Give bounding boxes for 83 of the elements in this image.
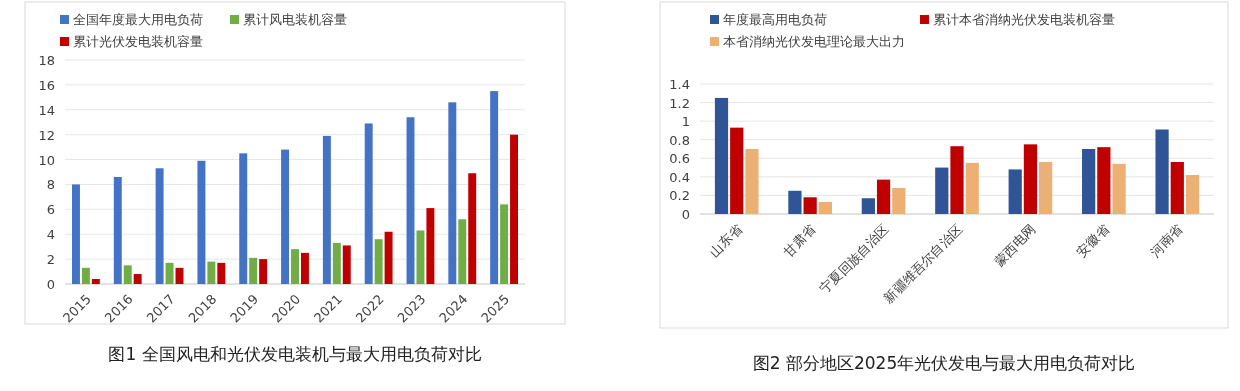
bar xyxy=(207,261,216,284)
bar xyxy=(416,230,425,284)
bar xyxy=(300,252,309,284)
bar xyxy=(364,123,373,284)
bar xyxy=(500,204,509,284)
bar xyxy=(281,149,290,284)
y-tick-label: 0 xyxy=(681,207,690,222)
y-tick-label: 8 xyxy=(46,177,55,193)
y-tick-label: 6 xyxy=(46,202,55,218)
y-tick-label: 10 xyxy=(38,152,55,168)
x-tick-label: 安徽省 xyxy=(1073,221,1112,260)
bar xyxy=(384,231,393,284)
bar xyxy=(818,201,832,214)
y-tick-label: 1.2 xyxy=(669,95,690,111)
legend-label: 累计光伏发电装机容量 xyxy=(73,34,203,49)
bar xyxy=(374,239,383,284)
bar xyxy=(745,149,759,214)
x-tick-label: 河南省 xyxy=(1147,221,1186,260)
bar xyxy=(1023,144,1038,214)
y-tick-label: 2 xyxy=(46,252,55,268)
bar xyxy=(1170,162,1184,214)
bar xyxy=(935,167,949,214)
y-tick-label: 0.4 xyxy=(669,169,690,185)
x-tick-label: 山东省 xyxy=(706,221,745,260)
bar xyxy=(876,179,891,214)
bar xyxy=(123,265,132,284)
bar xyxy=(730,127,744,214)
bar xyxy=(1112,163,1126,214)
bar xyxy=(803,197,817,214)
bar xyxy=(322,135,331,284)
x-tick-label: 甘肃省 xyxy=(780,221,819,260)
text: 图1 全国风电和光伏发电装机与最大用电负荷对比 xyxy=(108,344,482,364)
bar xyxy=(165,262,174,284)
y-tick-label: 0.6 xyxy=(669,151,690,167)
bar xyxy=(342,245,351,284)
y-tick-label: 16 xyxy=(38,77,55,93)
y-tick-label: 4 xyxy=(46,227,55,243)
bar xyxy=(197,160,206,284)
bar xyxy=(892,188,906,214)
y-tick-label: 0.2 xyxy=(669,188,690,204)
bar xyxy=(510,134,519,284)
y-tick-label: 14 xyxy=(38,102,55,118)
bar xyxy=(113,176,122,284)
y-tick-label: 0 xyxy=(46,277,55,292)
bar xyxy=(1008,169,1022,214)
bar xyxy=(1185,175,1200,214)
bar xyxy=(249,257,258,284)
bar xyxy=(468,173,477,284)
bar xyxy=(239,153,248,284)
bar xyxy=(71,184,80,284)
bar xyxy=(259,259,268,284)
legend-label: 本省消纳光伏发电理论最大出力 xyxy=(723,34,905,49)
bar xyxy=(91,279,100,284)
bar xyxy=(217,262,226,284)
legend-label: 年度最高用电负荷 xyxy=(723,12,827,27)
bar xyxy=(714,97,729,214)
y-tick-label: 18 xyxy=(38,53,55,68)
legend-label: 全国年度最大用电负荷 xyxy=(73,12,203,27)
bar xyxy=(448,102,457,284)
x-tick-label: 蒙西电网 xyxy=(991,221,1039,269)
bar xyxy=(861,198,875,214)
bar xyxy=(788,190,802,214)
y-tick-label: 1 xyxy=(681,114,690,130)
bar xyxy=(155,168,164,284)
bar xyxy=(950,146,964,214)
y-tick-label: 1.4 xyxy=(669,77,690,92)
bar xyxy=(291,249,299,284)
bar xyxy=(1082,149,1096,214)
bar xyxy=(1155,129,1169,214)
bar xyxy=(965,162,979,214)
bar xyxy=(458,219,467,284)
text: 图2 部分地区2025年光伏发电与最大用电负荷对比 xyxy=(752,353,1136,373)
bar xyxy=(426,208,435,284)
bar xyxy=(332,242,341,284)
y-tick-label: 0.8 xyxy=(669,132,690,148)
legend-label: 累计风电装机容量 xyxy=(243,12,347,27)
bar xyxy=(133,274,142,284)
y-tick-label: 12 xyxy=(38,127,55,143)
legend-label: 累计本省消纳光伏发电装机容量 xyxy=(933,12,1115,27)
bar xyxy=(1097,147,1111,214)
bar xyxy=(1039,162,1053,214)
bar xyxy=(81,267,90,284)
bar xyxy=(490,91,499,284)
